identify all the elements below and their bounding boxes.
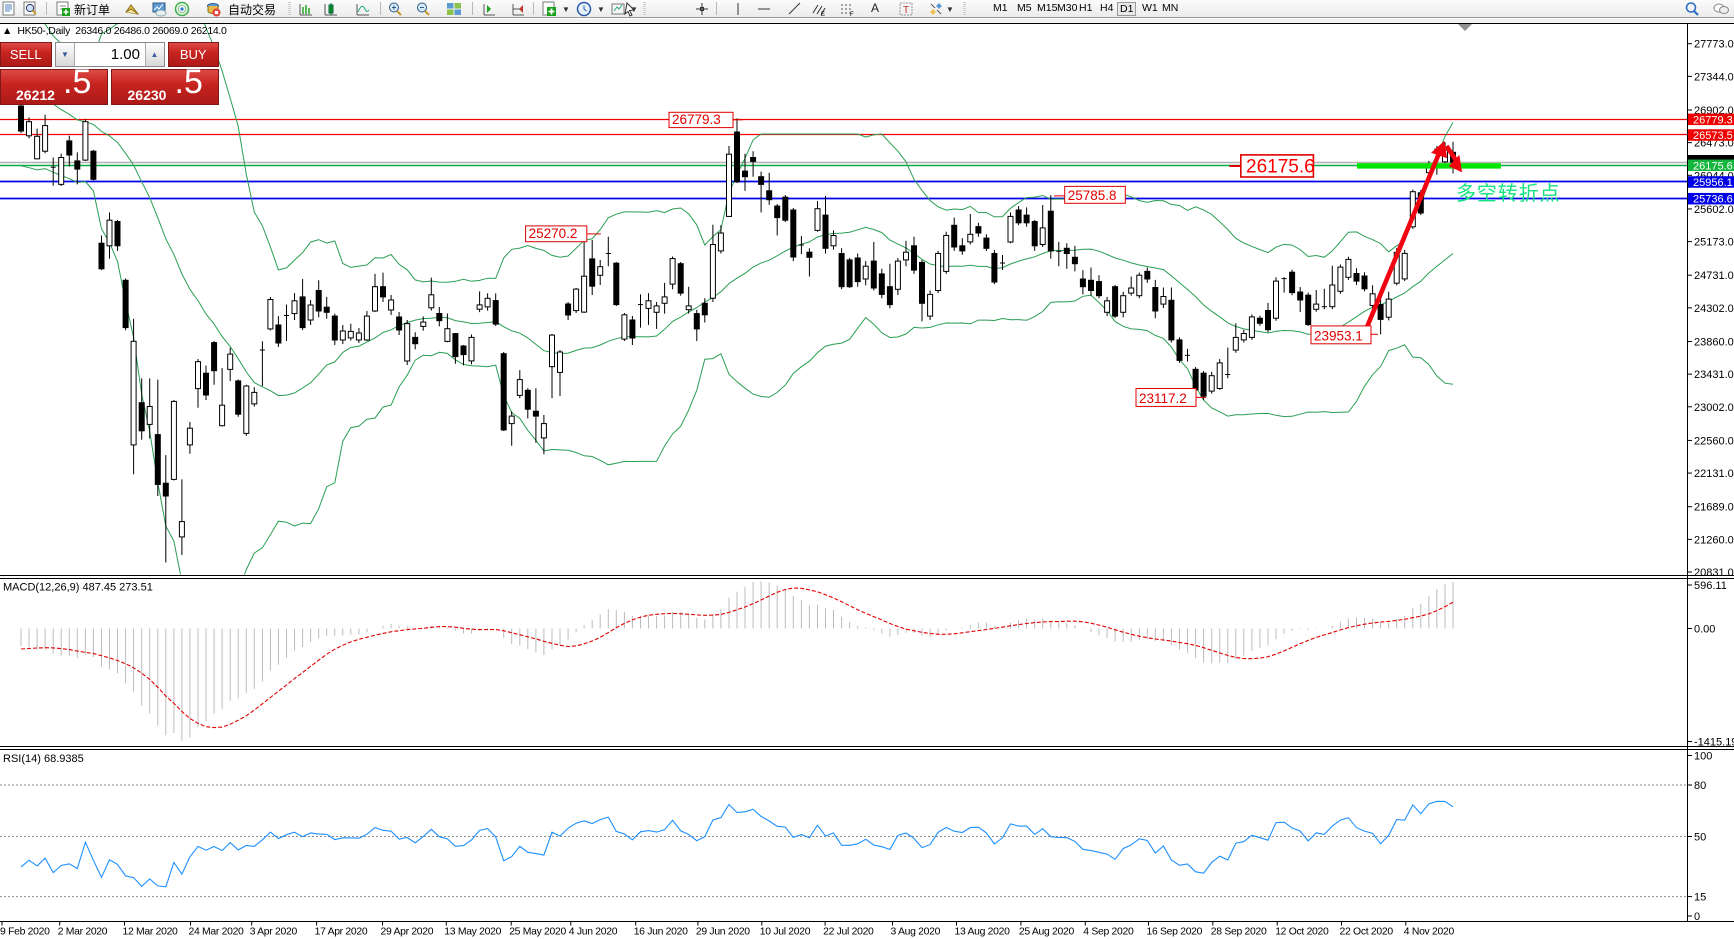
svg-text:25173.0: 25173.0 — [1694, 237, 1734, 249]
svg-text:E: E — [821, 12, 825, 17]
svg-text:多空转折点: 多空转折点 — [1456, 182, 1561, 205]
svg-text:23002.0: 23002.0 — [1694, 402, 1734, 414]
svg-text:-1415.19: -1415.19 — [1694, 737, 1734, 749]
svg-text:RSI(14) 68.9385: RSI(14) 68.9385 — [3, 753, 84, 765]
svg-text:26175.6: 26175.6 — [1246, 157, 1315, 178]
svg-text:24731.0: 24731.0 — [1694, 270, 1734, 282]
svg-text:26175.6: 26175.6 — [1693, 160, 1733, 172]
svg-text:10 Jul 2020: 10 Jul 2020 — [760, 927, 811, 938]
svg-text:2 Mar 2020: 2 Mar 2020 — [58, 927, 108, 938]
svg-text:13 May 2020: 13 May 2020 — [444, 927, 501, 938]
svg-text:12 Mar 2020: 12 Mar 2020 — [123, 927, 179, 938]
svg-text:3 Aug 2020: 3 Aug 2020 — [891, 927, 941, 938]
svg-text:17 Apr 2020: 17 Apr 2020 — [315, 927, 368, 938]
svg-text:T: T — [903, 5, 909, 16]
svg-text:25 May 2020: 25 May 2020 — [509, 927, 566, 938]
svg-text:25602.0: 25602.0 — [1694, 204, 1734, 216]
svg-text:0: 0 — [1694, 911, 1700, 923]
svg-text:0.00: 0.00 — [1694, 624, 1715, 636]
svg-text:23117.2: 23117.2 — [1139, 391, 1187, 406]
svg-text:27773.0: 27773.0 — [1694, 39, 1734, 51]
svg-text:22131.0: 22131.0 — [1694, 468, 1734, 480]
svg-text:25785.8: 25785.8 — [1068, 188, 1117, 203]
svg-text:28 Sep 2020: 28 Sep 2020 — [1211, 927, 1267, 938]
svg-text:26779.3: 26779.3 — [672, 112, 721, 127]
svg-text:25956.1: 25956.1 — [1693, 177, 1733, 189]
svg-text:MACD(12,26,9) 487.45 273.51: MACD(12,26,9) 487.45 273.51 — [3, 582, 153, 594]
svg-text:▲ HK50-,Daily 26346.0 26486.: ▲ HK50-,Daily 26346.0 26486.0 26069.0 26… — [2, 25, 227, 37]
svg-text:22560.0: 22560.0 — [1694, 435, 1734, 447]
svg-text:23860.0: 23860.0 — [1694, 336, 1734, 348]
svg-text:20831.0: 20831.0 — [1694, 567, 1734, 579]
svg-text:25736.6: 25736.6 — [1693, 194, 1733, 206]
svg-text:29 Jun 2020: 29 Jun 2020 — [696, 927, 750, 938]
svg-text:21260.0: 21260.0 — [1694, 534, 1734, 546]
svg-text:23431.0: 23431.0 — [1694, 369, 1734, 381]
svg-text:4 Sep 2020: 4 Sep 2020 — [1083, 927, 1134, 938]
svg-text:16 Jun 2020: 16 Jun 2020 — [634, 927, 688, 938]
svg-text:50: 50 — [1694, 832, 1706, 844]
svg-text:26573.5: 26573.5 — [1693, 130, 1733, 142]
svg-text:29 Apr 2020: 29 Apr 2020 — [381, 927, 434, 938]
svg-text:4 Jun 2020: 4 Jun 2020 — [569, 927, 618, 938]
svg-text:25270.2: 25270.2 — [529, 226, 578, 241]
svg-text:21689.0: 21689.0 — [1694, 502, 1734, 514]
svg-text:26779.3: 26779.3 — [1693, 114, 1733, 126]
svg-text:22 Jul 2020: 22 Jul 2020 — [823, 927, 874, 938]
svg-text:16 Sep 2020: 16 Sep 2020 — [1147, 927, 1203, 938]
svg-text:12 Oct 2020: 12 Oct 2020 — [1275, 927, 1329, 938]
svg-text:13 Aug 2020: 13 Aug 2020 — [955, 927, 1011, 938]
svg-text:9 Feb 2020: 9 Feb 2020 — [0, 927, 50, 938]
svg-text:3 Apr 2020: 3 Apr 2020 — [250, 927, 298, 938]
svg-text:100: 100 — [1694, 751, 1712, 763]
svg-text:25 Aug 2020: 25 Aug 2020 — [1019, 927, 1075, 938]
svg-text:4 Nov 2020: 4 Nov 2020 — [1404, 927, 1455, 938]
svg-text:596.11: 596.11 — [1694, 580, 1727, 592]
svg-text:22 Oct 2020: 22 Oct 2020 — [1340, 927, 1394, 938]
svg-text:80: 80 — [1694, 780, 1706, 792]
svg-text:24 Mar 2020: 24 Mar 2020 — [189, 927, 245, 938]
svg-text:F: F — [850, 12, 854, 17]
svg-text:27344.0: 27344.0 — [1694, 71, 1734, 83]
svg-text:23953.1: 23953.1 — [1314, 328, 1363, 343]
svg-text:24302.0: 24302.0 — [1694, 303, 1734, 315]
svg-text:15: 15 — [1694, 892, 1706, 904]
